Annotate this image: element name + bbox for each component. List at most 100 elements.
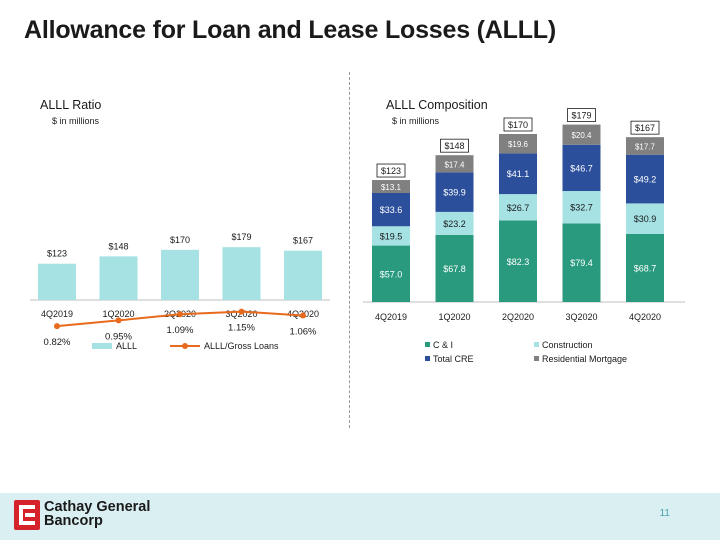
total-box <box>440 138 469 153</box>
alll-bar-label: $148 <box>108 241 128 251</box>
alll-ratio-chart: $1234Q2019$1481Q2020$1702Q2020$1793Q2020… <box>30 232 330 351</box>
alll-bar-label: $123 <box>47 249 67 259</box>
stack-segment <box>626 233 664 302</box>
page-number: 11 <box>659 508 670 519</box>
stack-segment-label: $57.0 <box>380 269 403 279</box>
stack-segment <box>626 137 664 155</box>
page-title: Allowance for Loan and Lease Losses (ALL… <box>24 16 556 44</box>
stack-segment <box>372 226 410 246</box>
stack-segment <box>562 144 601 192</box>
stack-segment-label: $13.1 <box>381 183 402 192</box>
stack-segment <box>626 154 664 204</box>
ratio-label: 0.82% <box>44 337 71 348</box>
x-tick-label: 1Q2020 <box>438 312 470 322</box>
ratio-label: 1.09% <box>167 325 194 336</box>
x-tick-label: 4Q2019 <box>41 309 73 319</box>
x-tick-label: 4Q2020 <box>629 312 661 322</box>
stack-segment-label: $33.6 <box>380 205 403 215</box>
legend-ratio-label: ALLL/Gross Loans <box>204 341 279 351</box>
ratio-point <box>54 323 60 330</box>
total-label: $123 <box>381 166 401 176</box>
alll-bar <box>222 247 261 300</box>
legend-ratio-point <box>182 343 188 349</box>
ratio-label: 1.15% <box>228 323 255 334</box>
legend-swatch <box>425 342 430 347</box>
ratio-point <box>115 317 122 324</box>
total-box <box>376 163 406 178</box>
alll-bar <box>99 256 138 300</box>
stack-segment <box>499 220 537 302</box>
ratio-label: 1.06% <box>290 327 317 338</box>
ratio-point <box>177 311 183 318</box>
alll-composition-chart-title: ALLL Composition <box>386 98 488 112</box>
alll-bar <box>284 250 322 300</box>
footer-bar <box>0 493 720 540</box>
stack-segment-label: $17.4 <box>444 160 465 169</box>
stack-segment-label: $41.1 <box>507 169 530 179</box>
stack-segment <box>372 180 410 194</box>
x-tick-label: 1Q2020 <box>102 309 134 319</box>
ratio-label: 0.95% <box>105 331 132 342</box>
stack-segment-label: $20.4 <box>571 131 592 140</box>
total-label: $167 <box>635 123 655 133</box>
stack-segment <box>562 124 601 145</box>
total-label: $179 <box>571 111 591 121</box>
legend-alll-label: ALLL <box>116 341 137 351</box>
alll-bar-label: $179 <box>231 232 251 242</box>
alll-composition-chart-subtitle: $ in millions <box>392 116 440 126</box>
stack-segment-label: $82.3 <box>507 257 530 267</box>
total-label: $148 <box>444 141 464 151</box>
legend-label: C & I <box>433 340 453 350</box>
company-name-line1: Cathay General <box>44 499 151 515</box>
stack-segment-label: $17.7 <box>635 142 656 151</box>
x-tick-label: 4Q2019 <box>375 312 407 322</box>
stack-segment-label: $39.9 <box>443 188 466 198</box>
ratio-point <box>238 308 245 315</box>
alll-bar-label: $170 <box>170 235 190 245</box>
chart-divider <box>349 72 350 428</box>
stack-segment-label: $19.6 <box>508 140 529 149</box>
x-tick-label: 3Q2020 <box>565 312 597 322</box>
stack-segment <box>562 191 601 224</box>
alll-bar <box>161 249 199 300</box>
stack-segment <box>562 223 601 302</box>
legend-label: Residential Mortgage <box>542 354 627 364</box>
legend-swatch <box>425 356 430 361</box>
total-box <box>567 108 596 122</box>
legend-label: Construction <box>542 340 593 350</box>
legend-swatch <box>534 356 539 361</box>
stack-segment <box>499 153 537 195</box>
total-box <box>630 120 660 135</box>
stack-segment <box>435 155 474 173</box>
stack-segment-label: $68.7 <box>634 263 657 273</box>
x-tick-label: 2Q2020 <box>502 312 534 322</box>
alll-composition-chart: $57.0 $19.5 $33.6 $13.1 $123 4Q2019 $67.8 $23.2… <box>363 108 685 364</box>
alll-ratio-chart-subtitle: $ in millions <box>52 116 100 126</box>
alll-bar-label: $167 <box>293 236 313 246</box>
stack-segment-label: $46.7 <box>570 163 593 173</box>
total-label: $170 <box>508 120 528 130</box>
stack-segment-label: $23.2 <box>443 219 466 229</box>
stack-segment-label: $30.9 <box>634 214 657 224</box>
stack-segment <box>372 245 410 302</box>
stack-segment <box>435 172 474 212</box>
stack-segment <box>499 133 537 154</box>
stack-segment-label: $67.8 <box>443 264 466 274</box>
legend-swatch <box>534 342 539 347</box>
legend-label: Total CRE <box>433 354 474 364</box>
stack-segment-label: $79.4 <box>570 258 593 268</box>
alll-ratio-chart-title: ALLL Ratio <box>40 98 102 112</box>
stack-segment <box>435 234 474 302</box>
stack-segment <box>435 211 474 235</box>
stack-segment <box>626 203 664 234</box>
alll-bar <box>38 263 76 300</box>
stack-segment <box>499 194 537 221</box>
ratio-point <box>300 312 306 319</box>
company-name-line2: Bancorp <box>44 513 103 529</box>
stack-segment-label: $32.7 <box>570 203 593 213</box>
legend-alll-swatch <box>92 343 112 349</box>
stack-segment <box>372 193 410 227</box>
total-box <box>503 117 533 132</box>
stack-segment-label: $19.5 <box>380 231 403 241</box>
stack-segment-label: $26.7 <box>507 203 530 213</box>
